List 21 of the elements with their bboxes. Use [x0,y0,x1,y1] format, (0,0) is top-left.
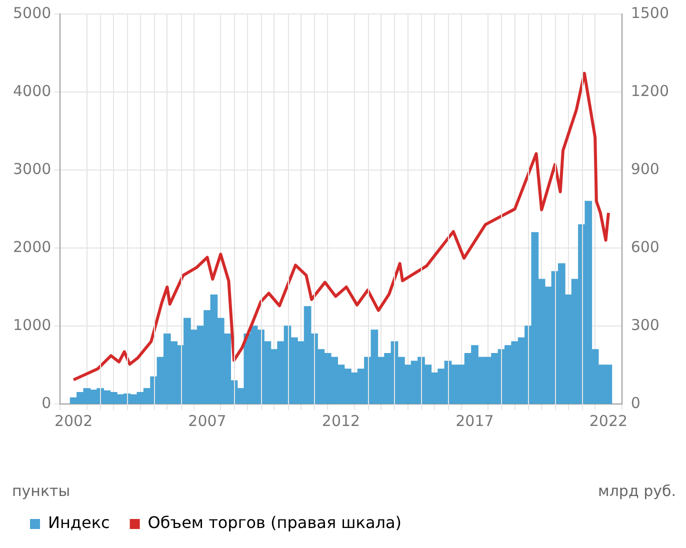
y2-tick-label: 300 [630,316,660,334]
y2-axis-title: млрд руб. [598,482,676,500]
y-axis-title: пункты [12,482,70,500]
y2-tick-label: 900 [630,160,660,178]
y-tick-label: 1000 [12,316,52,334]
x-tick-label: 2007 [188,412,226,430]
y-tick-label: 5000 [12,4,52,22]
y2-tick-label: 1500 [630,4,670,22]
x-tick-label: 2002 [54,412,93,430]
x-tick-label: 2022 [589,412,628,430]
x-tick-label: 2012 [322,412,360,430]
y-tick-label: 0 [42,394,52,412]
y-tick-label: 3000 [12,160,52,178]
x-tick-label: 2017 [456,412,494,430]
legend-label: Объем торгов (правая шкала) [148,513,402,532]
y2-tick-label: 0 [630,394,640,412]
y2-tick-label: 1200 [630,82,670,100]
legend-label: Индекс [48,513,110,532]
y-tick-label: 4000 [12,82,52,100]
y2-tick-label: 600 [630,238,660,256]
y-tick-label: 2000 [12,238,52,256]
